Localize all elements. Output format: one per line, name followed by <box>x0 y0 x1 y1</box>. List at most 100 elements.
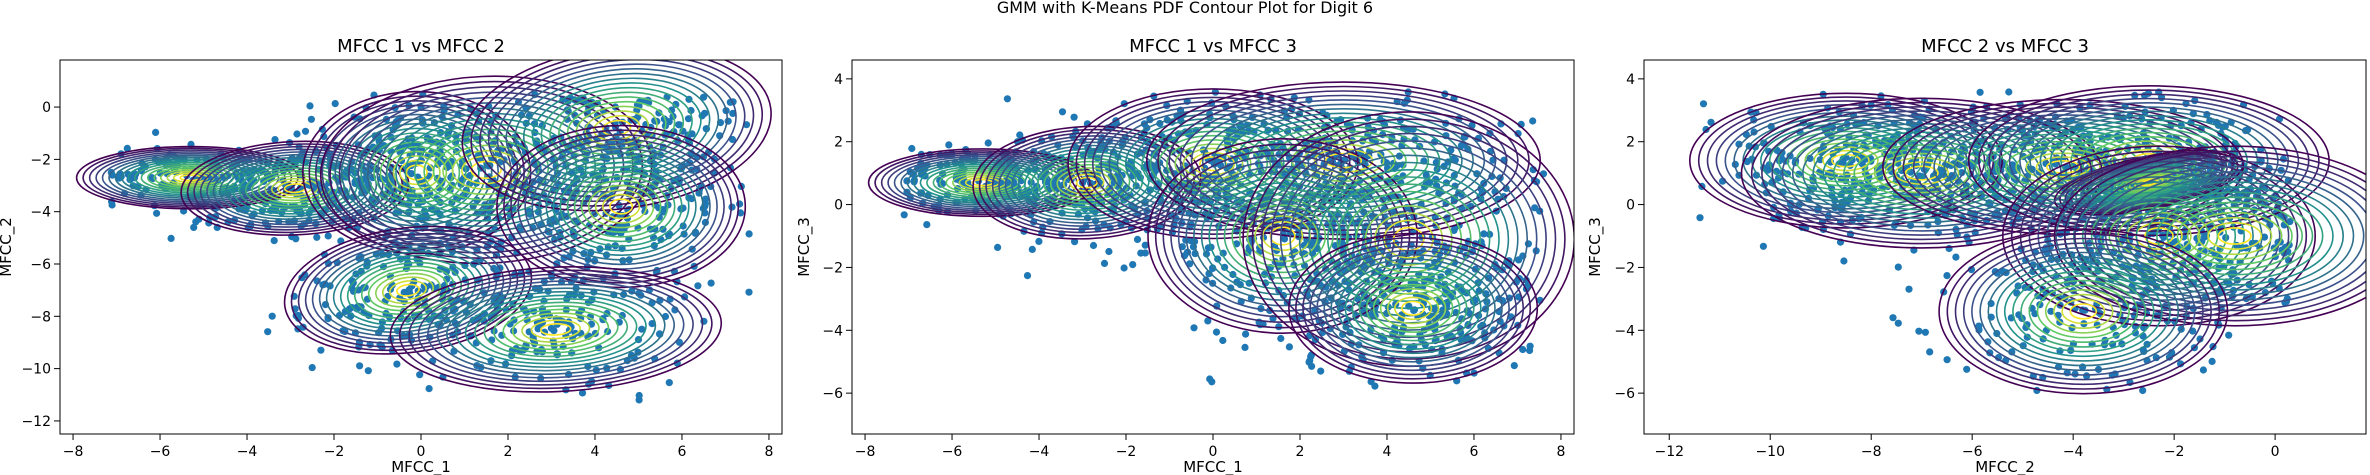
contour-line <box>991 135 1183 231</box>
contour-line <box>2207 222 2263 251</box>
data-point <box>1209 264 1217 272</box>
contour-line <box>2064 153 2234 212</box>
contour-line <box>127 159 254 196</box>
data-point <box>675 121 683 129</box>
y-tick-label: −4 <box>822 323 843 339</box>
data-point <box>1466 309 1474 318</box>
y-tick-label: 4 <box>834 72 843 88</box>
contour-line <box>1358 275 1468 342</box>
data-point <box>665 379 673 387</box>
data-point <box>680 230 688 238</box>
contour-line <box>1386 292 1440 325</box>
data-point <box>426 164 434 172</box>
contour-line <box>353 127 480 218</box>
contour-line <box>2019 106 2279 215</box>
subplot-title: MFCC 1 vs MFCC 3 <box>1129 36 1297 57</box>
x-tick-label: −2 <box>1116 444 1137 460</box>
contour-line <box>1379 287 1447 329</box>
data-point <box>1450 171 1458 180</box>
data-point <box>2005 88 2013 96</box>
data-point <box>1907 221 1915 230</box>
contour-line <box>2046 159 2081 174</box>
data-point <box>1202 276 1210 284</box>
contour-line <box>1873 152 1970 194</box>
contour-line <box>1251 118 1566 360</box>
data-point <box>1519 345 1527 354</box>
contour-line <box>1904 165 1939 181</box>
contour-line <box>1330 258 1496 359</box>
contour-line <box>1146 81 1542 240</box>
contour-line <box>2085 160 2212 205</box>
data-point <box>659 208 668 216</box>
y-axis-label: MFCC_3 <box>795 217 814 277</box>
contour-line <box>389 266 723 393</box>
contour-line <box>1967 85 2330 237</box>
data-point <box>1317 367 1325 375</box>
contour-line <box>1043 160 1131 205</box>
contour-line <box>1309 245 1517 372</box>
plot-content <box>1689 85 2366 395</box>
data-point <box>1915 327 1923 335</box>
x-tick-label: −12 <box>1654 444 1684 460</box>
contour-line <box>1190 99 1497 223</box>
plot-area: −8 −6 −4 −2 0 2 4 6 8 −12 −10 −8 −6 −4 −2 0 <box>21 59 783 460</box>
contour-line <box>353 261 463 319</box>
data-point <box>1212 328 1221 336</box>
data-point <box>1422 171 1430 179</box>
data-point <box>2208 357 2216 365</box>
contour-line <box>2084 160 2366 312</box>
data-point <box>728 203 736 211</box>
contour-line <box>346 258 470 323</box>
data-point <box>1806 154 1814 162</box>
data-point <box>1241 343 1249 351</box>
data-point <box>1975 322 1983 330</box>
data-point <box>308 364 316 372</box>
x-tick-label: 6 <box>1470 444 1479 460</box>
subplot-title: MFCC 1 vs MFCC 2 <box>337 36 505 57</box>
contour-line <box>2166 201 2303 271</box>
data-point <box>1016 131 1024 139</box>
contour-line <box>2217 227 2252 245</box>
y-tick-label: 4 <box>1626 72 1635 88</box>
contour-line <box>566 170 676 243</box>
contour-line <box>2125 181 2344 291</box>
contour-line <box>1344 266 1482 350</box>
data-point <box>1976 88 1984 96</box>
contour-line <box>1689 92 2004 229</box>
data-point <box>1141 249 1149 257</box>
contour-line <box>1216 187 1350 285</box>
x-tick-label: 4 <box>1383 444 1392 460</box>
contour-line <box>1938 228 2229 395</box>
data-point <box>702 195 710 203</box>
contour-line <box>1971 246 2196 376</box>
contour-line <box>1193 171 1373 301</box>
data-point <box>648 320 656 328</box>
data-point <box>2177 360 2185 368</box>
data-point <box>1949 173 1957 181</box>
contour-line <box>470 60 764 207</box>
contour-line <box>1832 135 2011 211</box>
x-tick-label: 0 <box>417 444 426 460</box>
data-point <box>724 117 732 125</box>
data-point <box>651 225 659 233</box>
data-point <box>1105 247 1113 256</box>
contour-line <box>1401 300 1426 316</box>
contour-line <box>530 319 581 340</box>
contour-line <box>2104 171 2365 301</box>
contour-line <box>2002 145 2317 327</box>
contour-line <box>1157 85 1530 236</box>
data-point <box>407 170 416 178</box>
data-point <box>1943 356 1951 364</box>
contour-line <box>134 161 247 194</box>
contour-line <box>206 151 384 226</box>
data-point <box>341 307 349 315</box>
x-tick-label: −8 <box>1861 444 1882 460</box>
contour-line <box>1316 249 1510 367</box>
contour-line <box>587 184 655 229</box>
data-point <box>688 195 696 203</box>
data-point <box>1285 343 1293 351</box>
data-point <box>1208 378 1216 386</box>
data-point <box>1190 324 1198 332</box>
contour-line <box>2134 177 2164 189</box>
data-point <box>679 204 687 212</box>
